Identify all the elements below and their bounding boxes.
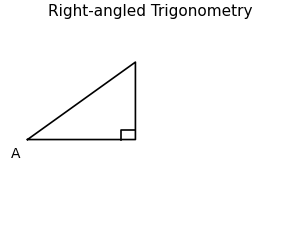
Text: A: A bbox=[11, 147, 20, 161]
Title: Right-angled Trigonometry: Right-angled Trigonometry bbox=[48, 4, 252, 19]
